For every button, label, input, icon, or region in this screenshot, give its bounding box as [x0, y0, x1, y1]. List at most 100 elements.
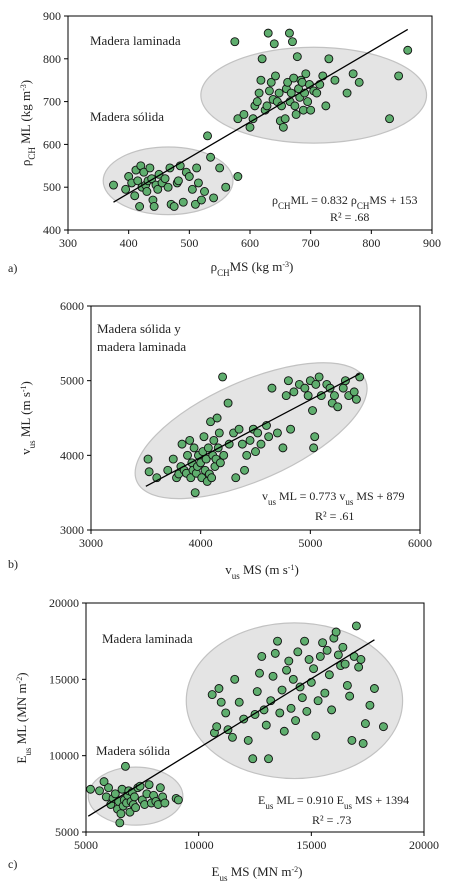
data-point: [242, 450, 252, 460]
data-point: [104, 783, 113, 793]
y-tick-label: 6000: [60, 299, 84, 313]
equation-part: E: [258, 793, 265, 807]
data-point: [245, 122, 255, 132]
data-point: [266, 77, 276, 87]
y-tick-label: 10000: [49, 749, 79, 763]
data-point: [273, 636, 282, 646]
data-point: [239, 109, 249, 119]
data-point: [286, 424, 296, 434]
data-point: [324, 670, 334, 680]
x-axis-label-main: ρ: [211, 259, 218, 274]
x-axis-label: Eus MS (MN m-2): [212, 864, 303, 883]
data-point: [338, 383, 348, 393]
equation-part: MS + 1394: [352, 793, 409, 807]
data-point: [214, 428, 224, 438]
data-point: [228, 732, 237, 742]
y-tick-label: 500: [43, 180, 61, 194]
data-point: [283, 376, 293, 386]
r-squared: R² = .73: [312, 813, 351, 827]
x-tick-label: 3000: [79, 536, 103, 550]
y-axis-label-sup: -2: [15, 677, 24, 684]
data-point: [230, 674, 240, 684]
data-point: [133, 176, 143, 186]
x-tick-label: 15000: [296, 838, 326, 852]
data-point: [268, 671, 278, 681]
x-tick-label: 6000: [408, 536, 432, 550]
y-tick-label: 600: [43, 137, 61, 151]
data-point: [129, 792, 139, 802]
data-point: [275, 708, 285, 718]
y-axis-label: Eus ML (MN m-2): [14, 672, 33, 763]
x-tick-label: 700: [302, 236, 320, 250]
data-point: [318, 638, 328, 648]
data-point: [233, 114, 243, 124]
data-point: [178, 197, 188, 207]
data-point: [300, 383, 310, 393]
data-point: [221, 708, 231, 718]
equation-part: ML = 0.773 v: [276, 489, 345, 503]
data-point: [360, 719, 370, 729]
x-axis-label-sup: -2: [291, 865, 298, 874]
equation-subscript: us: [345, 497, 354, 507]
x-axis-label-end: ): [298, 864, 302, 879]
x-axis-label-sup: -3: [282, 260, 289, 269]
y-axis-label-end: ): [14, 672, 29, 676]
data-point: [86, 784, 95, 794]
data-point: [293, 647, 303, 657]
data-point: [254, 88, 264, 98]
x-tick-label: 300: [59, 236, 77, 250]
data-point: [271, 71, 280, 81]
data-point: [168, 454, 178, 464]
data-point: [261, 720, 271, 730]
y-tick-label: 4000: [60, 448, 84, 462]
data-point: [304, 655, 314, 664]
x-axis-label-sub: us: [219, 873, 228, 883]
data-point: [327, 705, 337, 715]
x-tick-label: 600: [241, 236, 259, 250]
data-point: [197, 195, 206, 205]
chart-panel-3: 5000 10000 15000 20000 5000 10000 15000 20000 Ma…: [8, 596, 439, 883]
data-point: [284, 656, 294, 666]
data-point: [403, 45, 413, 55]
equation-part: v: [262, 489, 268, 503]
data-point: [110, 789, 120, 799]
x-axis-label-rest: MS (kg m: [230, 259, 283, 274]
group-annotation: Madera laminada: [90, 33, 181, 48]
y-axis-label-end: ): [18, 381, 33, 385]
data-point: [237, 439, 247, 449]
equation-part: ML = 0.910 E: [273, 793, 344, 807]
y-axis-label-sub: CH: [27, 147, 37, 160]
r-squared: R² = .61: [315, 509, 354, 523]
data-point: [292, 52, 302, 62]
data-point: [139, 167, 149, 177]
x-axis-label: vus MS (m s-1): [225, 562, 299, 581]
data-point: [144, 780, 154, 790]
group-annotation: Madera sólida y: [97, 321, 181, 336]
x-axis-label-main: E: [212, 864, 220, 879]
x-axis-label-end: ): [289, 259, 293, 274]
equation-part: MS + 153: [369, 193, 417, 207]
data-point: [125, 807, 135, 817]
regression-equation: Eus ML = 0.910 Eus MS + 1394: [258, 793, 409, 811]
data-point: [303, 97, 313, 107]
data-point: [303, 391, 313, 401]
y-axis-label-sup: -3: [19, 84, 28, 91]
data-point: [306, 105, 316, 115]
data-point: [320, 688, 330, 698]
data-point: [116, 809, 126, 819]
y-axis-label-main: v: [18, 448, 33, 455]
data-point: [338, 642, 348, 652]
x-tick-label: 500: [180, 236, 198, 250]
x-tick-label: 20000: [409, 838, 439, 852]
data-point: [219, 450, 229, 460]
data-point: [288, 674, 298, 684]
data-point: [281, 391, 291, 401]
data-point: [333, 650, 343, 660]
data-point: [298, 105, 308, 115]
data-point: [262, 101, 272, 111]
data-point: [130, 191, 140, 201]
data-point: [215, 458, 225, 468]
y-axis-label-rest: ML (MN m: [14, 683, 29, 747]
data-point: [347, 735, 357, 745]
